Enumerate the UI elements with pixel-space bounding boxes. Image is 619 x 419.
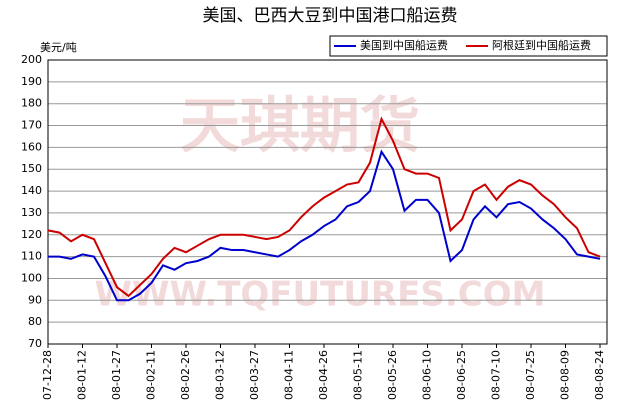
x-tick-label: 08-08-09 xyxy=(559,350,572,400)
y-tick-label: 200 xyxy=(21,53,42,66)
x-tick-label: 08-08-24 xyxy=(593,350,606,400)
legend-label: 美国到中国船运费 xyxy=(360,38,448,52)
x-tick-label: 08-01-12 xyxy=(76,350,89,400)
x-tick-label: 08-01-27 xyxy=(110,350,123,400)
x-tick-label: 08-03-27 xyxy=(248,350,261,400)
x-tick-label: 07-12-28 xyxy=(41,350,54,400)
watermark: WWW.TQFUTURES.COM xyxy=(95,275,546,315)
x-tick-label: 08-04-11 xyxy=(283,350,296,400)
x-tick-label: 08-02-26 xyxy=(179,350,192,400)
y-tick-label: 100 xyxy=(21,271,42,284)
x-tick-label: 08-05-26 xyxy=(386,350,399,400)
watermark: 天琪期货 xyxy=(180,92,420,162)
y-tick-label: 170 xyxy=(21,119,42,132)
y-tick-label: 110 xyxy=(21,250,42,263)
series-line xyxy=(47,116,601,298)
x-tick-label: 08-03-12 xyxy=(214,350,227,400)
x-tick-label: 08-04-26 xyxy=(317,350,330,400)
y-tick-label: 130 xyxy=(21,206,42,219)
x-tick-label: 08-06-25 xyxy=(455,350,468,400)
x-tick-label: 08-06-10 xyxy=(421,350,434,400)
x-tick-label: 08-02-11 xyxy=(145,350,158,400)
y-axis-label: 美元/吨 xyxy=(40,41,77,54)
legend-label: 阿根廷到中国船运费 xyxy=(492,38,591,52)
y-tick-label: 180 xyxy=(21,97,42,110)
y-tick-label: 150 xyxy=(21,162,42,175)
plot-frame xyxy=(47,59,608,345)
y-tick-label: 160 xyxy=(21,140,42,153)
y-tick-label: 190 xyxy=(21,75,42,88)
y-tick-label: 70 xyxy=(28,337,42,350)
x-tick-label: 08-07-25 xyxy=(524,350,537,400)
series-line xyxy=(48,149,601,302)
y-tick-label: 140 xyxy=(21,184,42,197)
x-tick-label: 08-05-11 xyxy=(352,350,365,400)
y-tick-label: 120 xyxy=(21,228,42,241)
chart-title: 美国、巴西大豆到中国港口船运费 xyxy=(203,6,458,26)
y-tick-label: 90 xyxy=(28,293,42,306)
x-tick-label: 08-07-10 xyxy=(490,350,503,400)
y-tick-label: 80 xyxy=(28,315,42,328)
